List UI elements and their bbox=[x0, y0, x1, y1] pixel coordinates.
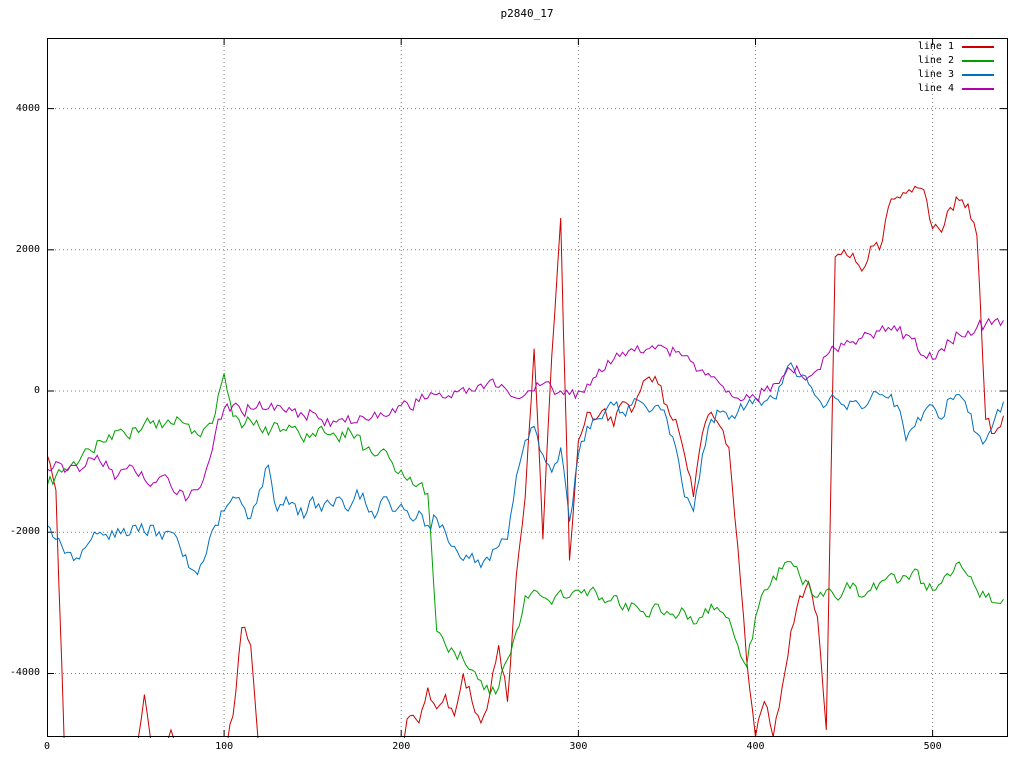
y-tick-label: 0 bbox=[33, 385, 40, 397]
y-tick-label: 2000 bbox=[15, 243, 40, 255]
x-tick-label: 400 bbox=[746, 741, 765, 752]
legend-label: line 4 bbox=[917, 83, 954, 94]
legend-label: line 1 bbox=[917, 41, 954, 52]
legend-label: line 3 bbox=[917, 69, 954, 80]
legend-line-sample bbox=[962, 87, 994, 90]
series-line-2 bbox=[47, 373, 1004, 697]
x-tick-label: 100 bbox=[215, 741, 234, 752]
legend-item: line 3 bbox=[918, 68, 994, 81]
x-tick-label: 200 bbox=[392, 741, 411, 752]
y-tick-label: -2000 bbox=[9, 526, 40, 538]
y-tick-label: 4000 bbox=[15, 102, 40, 114]
legend-line-sample bbox=[962, 59, 994, 62]
legend-item: line 4 bbox=[918, 82, 994, 95]
legend-line-sample bbox=[962, 73, 994, 76]
x-tick-label: 0 bbox=[43, 741, 51, 752]
plot-border bbox=[47, 38, 1008, 737]
y-tick-label: -4000 bbox=[9, 667, 40, 679]
legend-line-sample bbox=[962, 45, 994, 48]
plot-area bbox=[47, 38, 1008, 738]
series-line-3 bbox=[47, 361, 1004, 576]
legend-label: line 2 bbox=[917, 55, 954, 66]
x-tick-label: 300 bbox=[569, 741, 588, 752]
chart-title: p2840_17 bbox=[500, 7, 554, 20]
x-tick-label: 500 bbox=[923, 741, 942, 752]
legend-item: line 1 bbox=[918, 40, 994, 53]
legend: line 1 line 2 line 3 line 4 bbox=[918, 40, 994, 95]
series-line-4 bbox=[47, 317, 1004, 502]
legend-item: line 2 bbox=[918, 54, 994, 67]
series-line-1 bbox=[47, 185, 1004, 738]
